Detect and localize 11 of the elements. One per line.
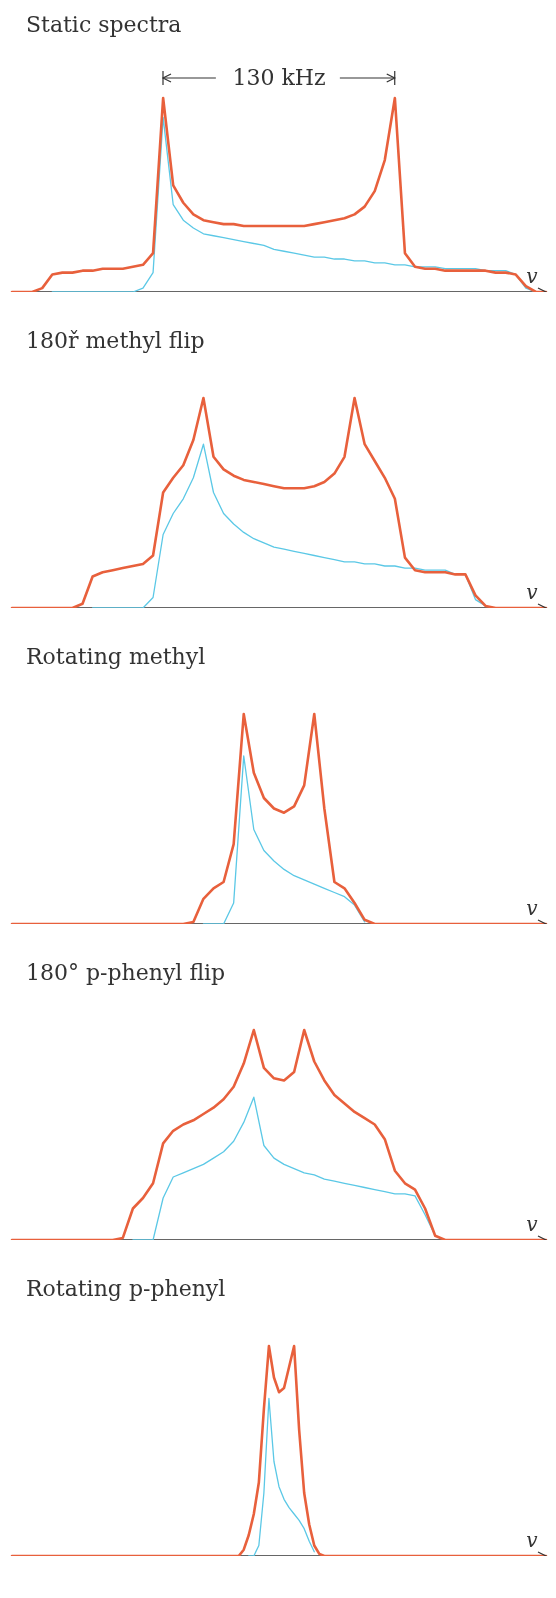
chart-title: Rotating methyl: [26, 644, 206, 669]
chart-title: 180° p-phenyl flip: [26, 960, 226, 985]
chart-title: 180ř methyl flip: [26, 328, 205, 353]
x-axis-title: v: [526, 580, 539, 605]
x-axis-title: v: [526, 1528, 539, 1553]
x-axis-title: v: [526, 264, 539, 289]
x-axis-title: v: [526, 1212, 539, 1237]
chart-title: Static spectra: [26, 12, 182, 37]
text: 130 kHz: [231, 64, 327, 92]
x-axis-title: v: [526, 896, 539, 921]
chart-title: Rotating p-phenyl: [26, 1276, 226, 1301]
